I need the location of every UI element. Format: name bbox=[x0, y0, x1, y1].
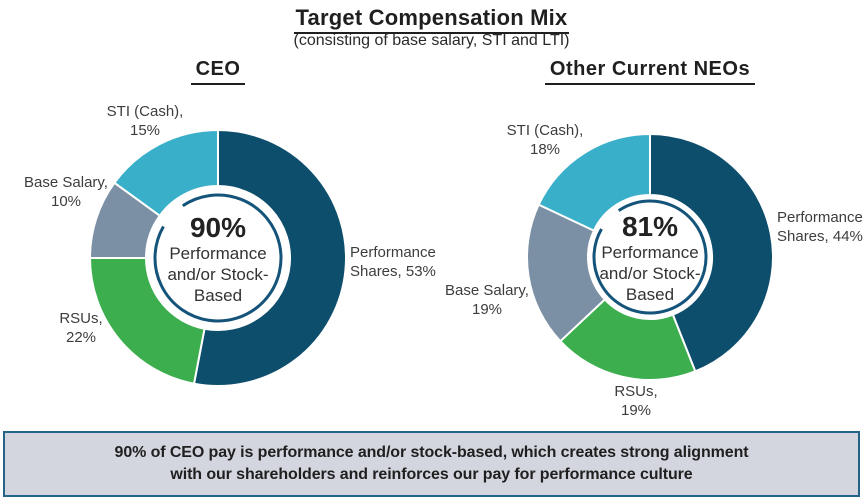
neos-label-sti-cash: STI (Cash), 18% bbox=[507, 122, 584, 158]
neos-segment-performance-shares bbox=[649, 133, 775, 373]
ceo-label-rsus: RSUs, 22% bbox=[59, 310, 102, 346]
neos-center-value: 81% bbox=[622, 211, 678, 242]
page-title: Target Compensation Mix bbox=[293, 5, 570, 34]
ceo-chart-title: CEO bbox=[118, 58, 318, 85]
title-block: Target Compensation Mix bbox=[0, 5, 863, 34]
neos-donut: Performance Shares, 44% RSUs, 19% Base Salar… bbox=[445, 122, 863, 419]
neos-center-ring bbox=[592, 199, 708, 315]
callout-box: 90% of CEO pay is performance and/or sto… bbox=[3, 431, 860, 497]
ceo-center-ring bbox=[153, 193, 283, 323]
page-subtitle: (consisting of base salary, STI and LTI) bbox=[293, 32, 570, 49]
ceo-label-sti-cash: STI (Cash), 15% bbox=[107, 103, 184, 139]
ceo-label-base-salary: Base Salary, 10% bbox=[24, 174, 108, 210]
ceo-center-label: Performance and/or Stock-Based bbox=[167, 244, 268, 305]
neos-segment-sti-cash bbox=[537, 133, 651, 232]
ceo-segment-performance-shares bbox=[193, 129, 347, 387]
callout-line-2: with our shareholders and reinforces our… bbox=[170, 466, 693, 483]
neos-label-rsus: RSUs, 19% bbox=[614, 383, 657, 419]
neos-label-performance-shares: Performance Shares, 44% bbox=[777, 209, 863, 245]
neos-chart-title-text: Other Current NEOs bbox=[544, 58, 756, 85]
neos-center-label: Performance and/or Stock-Based bbox=[599, 243, 700, 304]
ceo-segment-sti-cash bbox=[113, 129, 219, 217]
ceo-donut: Performance Shares, 53% RSUs, 22% Base Salar… bbox=[24, 103, 436, 387]
ceo-chart-title-text: CEO bbox=[190, 58, 246, 85]
neos-label-base-salary: Base Salary, 19% bbox=[445, 282, 529, 318]
ceo-center-value: 90% bbox=[190, 212, 246, 243]
ceo-label-performance-shares: Performance Shares, 53% bbox=[350, 244, 436, 280]
callout-line-1: 90% of CEO pay is performance and/or sto… bbox=[114, 444, 749, 461]
neos-chart-title: Other Current NEOs bbox=[535, 58, 765, 85]
